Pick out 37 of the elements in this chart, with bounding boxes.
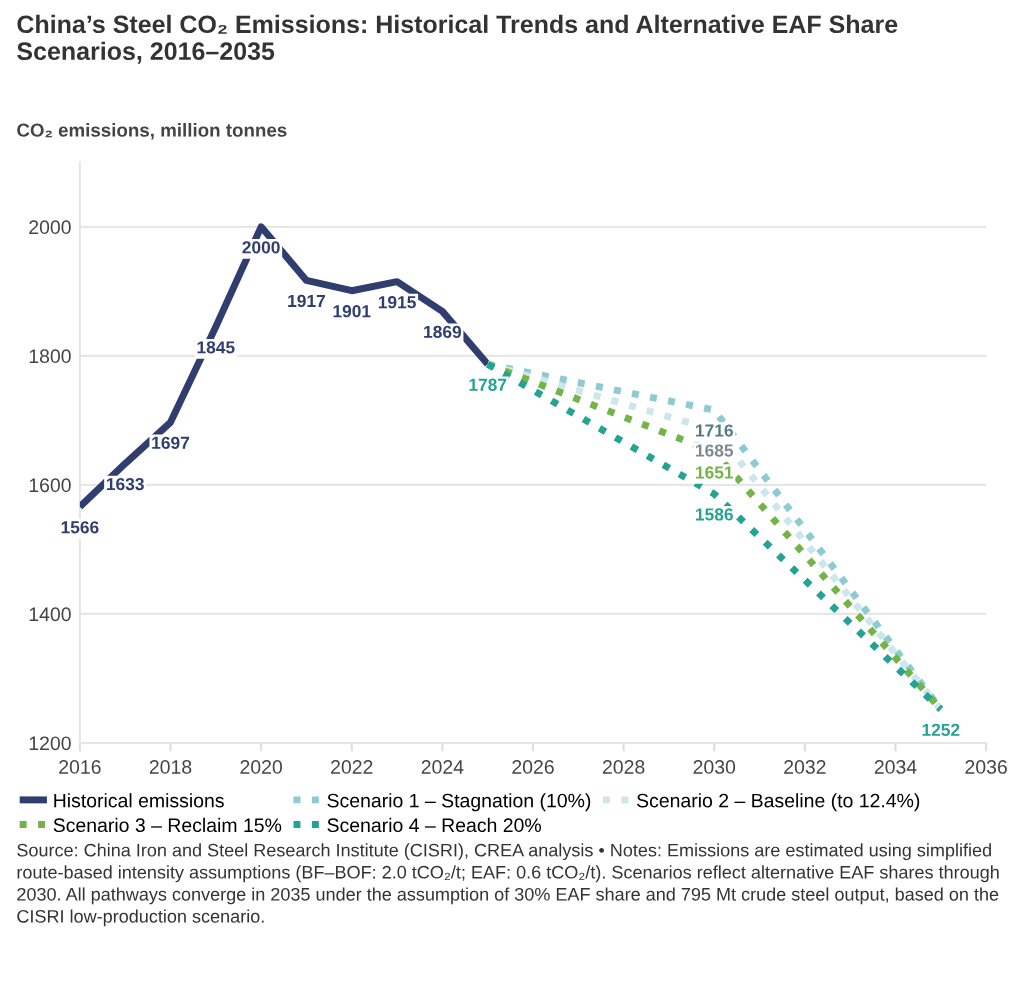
data-label: 1633 [106,477,144,491]
x-tick-label: 2028 [602,760,645,774]
legend-label: Scenario 2 – Baseline (to 12.4%) [636,793,920,812]
data-label: 1869 [424,325,462,339]
data-label: 1787 [469,378,507,391]
y-tick-label: 1400 [29,607,71,622]
x-tick-label: 2020 [240,760,282,774]
data-label: 1252 [922,723,960,737]
x-tick-label: 2030 [693,760,736,774]
data-label: 1845 [197,341,235,354]
data-label: 1651 [696,466,734,479]
data-label: 1915 [378,296,416,309]
data-label: 1566 [61,521,99,534]
x-tick-label: 2022 [331,760,373,774]
x-tick-label: 2016 [59,760,101,774]
x-tick-label: 2026 [512,760,554,774]
x-tick-label: 2034 [874,760,917,774]
legend-label: Historical emissions [54,793,224,808]
data-label: 1697 [152,436,190,449]
x-tick-label: 2018 [149,760,192,774]
x-tick-label: 2036 [965,760,1007,774]
data-label: 2000 [242,241,280,254]
source-note: Source: China Iron and Steel Research Institute (CISRI), CREA analysis • Notes: Emissions are estimated using simplified route-based intensity assumptions (BF–BOF: 2.0 tCO₂/t; EAF: 0.6 tCO₂/t). Scenarios reflect alternative EAF shares through 2030. All pathways converge in 2035 under the assumption of 30% EAF share and 795 Mt crude steel output, based on the CISRI low-production scenario. [17,843,999,927]
legend-label: Scenario 1 – Stagnation (10%) [327,793,591,812]
data-label: 1586 [696,508,733,521]
data-label: 1917 [288,294,325,308]
x-tick-label: 2024 [421,760,464,774]
data-label: 1901 [333,305,371,318]
y-axis-title: CO₂ emissions, million tonnes [17,123,287,140]
y-tick-label: 2000 [29,220,71,235]
x-tick-label: 2032 [784,760,826,774]
legend-label: Scenario 4 – Reach 20% [327,817,541,833]
y-tick-label: 1600 [29,478,71,493]
y-tick-label: 1800 [29,349,71,364]
y-tick-label: 1200 [29,736,71,751]
chart-title: China’s Steel CO₂ Emissions: Historical Trends and Alternative EAF Share Scenarios, 2016–2035 [17,14,898,64]
legend-label: Scenario 3 – Reclaim 15% [53,817,282,833]
